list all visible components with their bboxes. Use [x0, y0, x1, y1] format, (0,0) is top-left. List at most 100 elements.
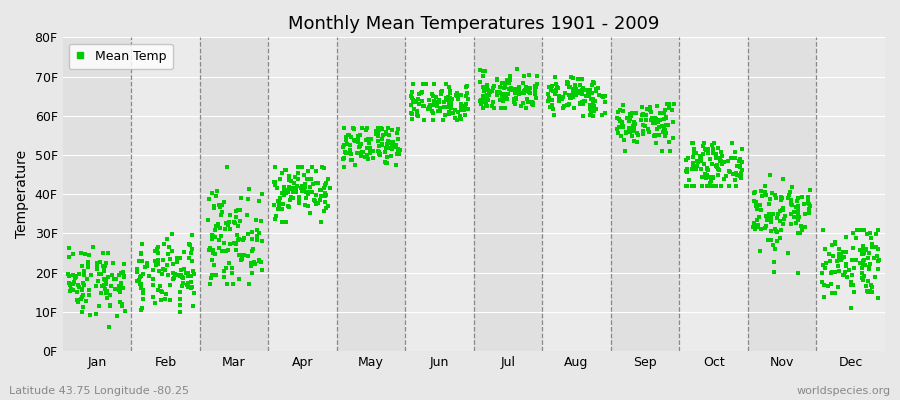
Point: [577, 98, 591, 104]
Point: [237, 235, 251, 241]
Point: [871, 257, 886, 263]
Point: [508, 101, 522, 107]
Point: [475, 84, 490, 90]
Point: [666, 101, 680, 107]
Point: [134, 284, 148, 291]
Point: [776, 206, 790, 213]
Point: [644, 116, 658, 123]
Point: [174, 267, 188, 273]
Point: [818, 265, 832, 271]
Point: [662, 101, 676, 107]
Point: [276, 201, 291, 208]
Point: [98, 276, 112, 282]
Point: [372, 127, 386, 133]
Point: [863, 288, 878, 294]
Point: [565, 90, 580, 96]
Point: [173, 255, 187, 261]
Point: [819, 259, 833, 266]
Point: [318, 193, 332, 200]
Point: [378, 131, 392, 138]
Point: [476, 68, 491, 74]
Point: [359, 144, 374, 151]
Point: [212, 245, 226, 252]
Point: [760, 217, 774, 223]
Point: [230, 208, 244, 214]
Point: [219, 248, 233, 254]
Point: [132, 281, 147, 287]
Point: [847, 289, 861, 295]
Point: [339, 150, 354, 156]
Point: [710, 166, 724, 172]
Point: [342, 142, 356, 148]
Point: [443, 95, 457, 101]
Point: [713, 154, 727, 161]
Point: [727, 154, 742, 161]
Point: [248, 261, 262, 267]
Point: [787, 209, 801, 215]
Point: [724, 155, 738, 161]
Point: [616, 136, 631, 143]
Point: [858, 262, 872, 268]
Point: [430, 102, 445, 108]
Point: [623, 110, 637, 117]
Point: [730, 163, 744, 169]
Point: [304, 176, 319, 182]
Point: [690, 163, 705, 170]
Point: [237, 252, 251, 258]
Point: [71, 282, 86, 288]
Point: [184, 284, 199, 291]
Point: [571, 88, 585, 94]
Point: [730, 172, 744, 178]
Point: [766, 242, 780, 248]
Point: [426, 93, 440, 99]
Point: [552, 97, 566, 104]
Point: [161, 251, 176, 257]
Point: [686, 162, 700, 168]
Point: [379, 141, 393, 148]
Point: [184, 246, 199, 252]
Point: [150, 244, 165, 250]
Point: [818, 246, 832, 253]
Point: [371, 130, 385, 136]
Point: [454, 106, 468, 113]
Point: [832, 250, 847, 257]
Point: [70, 297, 85, 303]
Point: [689, 158, 704, 164]
Point: [522, 72, 536, 78]
Point: [151, 257, 166, 263]
Point: [784, 200, 798, 207]
Point: [861, 250, 876, 256]
Point: [429, 101, 444, 108]
Point: [441, 95, 455, 102]
Point: [484, 88, 499, 94]
Point: [245, 270, 259, 277]
Point: [301, 189, 315, 195]
Point: [688, 166, 703, 172]
Point: [421, 106, 436, 112]
Point: [173, 288, 187, 295]
Point: [699, 147, 714, 153]
Point: [776, 175, 790, 182]
Point: [703, 156, 717, 162]
Point: [500, 91, 515, 98]
Point: [473, 101, 488, 107]
Point: [406, 97, 420, 104]
Point: [391, 150, 405, 156]
Point: [338, 137, 353, 144]
Point: [477, 88, 491, 94]
Point: [856, 276, 870, 283]
Point: [255, 238, 269, 244]
Point: [834, 255, 849, 261]
Point: [97, 268, 112, 275]
Point: [496, 96, 510, 103]
Point: [483, 88, 498, 95]
Point: [582, 112, 597, 118]
Point: [136, 290, 150, 296]
Point: [225, 265, 239, 271]
Point: [299, 189, 313, 195]
Point: [364, 148, 378, 154]
Point: [626, 128, 641, 134]
Point: [116, 273, 130, 279]
Point: [659, 121, 673, 128]
Point: [454, 113, 468, 120]
